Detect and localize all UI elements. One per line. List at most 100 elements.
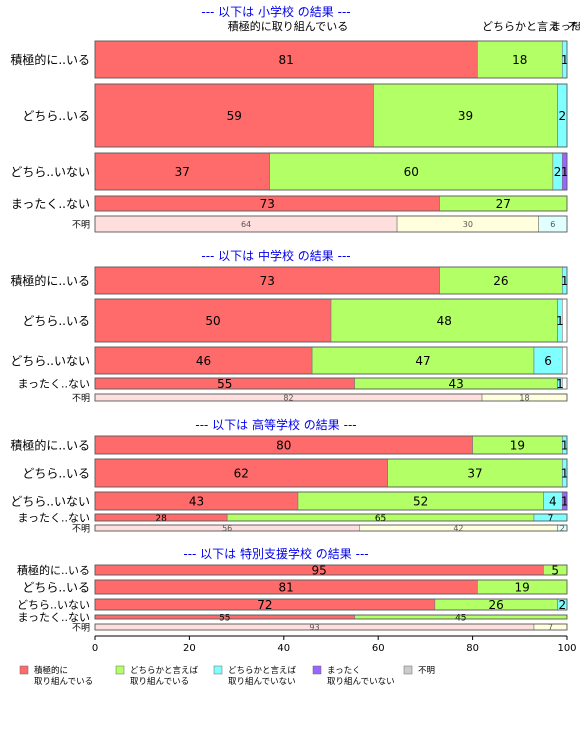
data-label: 27 bbox=[496, 197, 511, 211]
data-label: 50 bbox=[205, 314, 220, 328]
data-label: 80 bbox=[276, 439, 291, 453]
data-label: 55 bbox=[219, 613, 230, 623]
legend-label: 取り組んでいる bbox=[130, 676, 189, 687]
bar-frame bbox=[94, 40, 568, 79]
data-label: 7 bbox=[548, 514, 554, 524]
x-tick-label: 80 bbox=[466, 643, 479, 654]
bar-frame bbox=[94, 513, 568, 522]
data-label: 93 bbox=[309, 623, 319, 632]
bar-segment bbox=[94, 83, 374, 148]
header-label: 不明 bbox=[568, 21, 580, 33]
data-label: 6 bbox=[544, 354, 552, 368]
bar-frame bbox=[94, 614, 568, 620]
category-label: まったく..ない bbox=[17, 611, 90, 624]
data-label: 43 bbox=[448, 377, 463, 391]
data-label: 18 bbox=[512, 53, 527, 67]
category-label: どちら..いる bbox=[22, 109, 90, 123]
category-label: まったく..ない bbox=[17, 512, 90, 525]
category-label: どちら..いない bbox=[10, 165, 90, 179]
data-label: 81 bbox=[279, 53, 294, 67]
data-label: 7 bbox=[548, 623, 553, 632]
data-label: 4 bbox=[549, 495, 557, 509]
data-label: 1 bbox=[556, 314, 564, 328]
bar-frame bbox=[94, 623, 568, 631]
data-label: 81 bbox=[279, 581, 294, 595]
data-label: 64 bbox=[241, 220, 251, 229]
bar-frame bbox=[94, 266, 568, 295]
category-label: どちら..いる bbox=[22, 314, 90, 328]
legend-label: 不明 bbox=[418, 666, 435, 676]
x-tick-label: 40 bbox=[277, 643, 290, 654]
bar-frame bbox=[94, 435, 568, 455]
data-label: 2 bbox=[554, 165, 562, 179]
category-label: どちら..いない bbox=[10, 495, 90, 509]
data-label: 1 bbox=[561, 467, 569, 481]
data-label: 45 bbox=[455, 613, 466, 623]
data-label: 73 bbox=[260, 197, 275, 211]
data-label: 82 bbox=[283, 394, 293, 403]
data-label: 55 bbox=[217, 377, 232, 391]
x-tick-label: 20 bbox=[183, 643, 196, 654]
legend-label: まったく bbox=[327, 666, 361, 676]
category-label: 不明 bbox=[72, 622, 90, 633]
bar-segment bbox=[94, 346, 313, 375]
category-label: 積極的に..いる bbox=[17, 563, 90, 577]
data-label: 2 bbox=[558, 109, 566, 123]
data-label: 1 bbox=[556, 377, 564, 391]
category-label: 不明 bbox=[72, 219, 90, 230]
data-label: 30 bbox=[463, 220, 473, 229]
data-label: 52 bbox=[413, 495, 428, 509]
category-label: どちら..いる bbox=[22, 467, 90, 481]
legend-label: 取り組んでいる bbox=[34, 676, 93, 687]
data-label: 73 bbox=[260, 274, 275, 288]
data-label: 28 bbox=[155, 514, 167, 524]
bar-frame bbox=[94, 298, 568, 343]
data-label: 1 bbox=[561, 439, 569, 453]
data-label: 72 bbox=[257, 598, 272, 612]
category-label: 積極的に..いる bbox=[10, 52, 90, 67]
bar-frame bbox=[94, 524, 568, 532]
category-label: 積極的に..いる bbox=[10, 438, 90, 453]
data-label: 48 bbox=[437, 314, 452, 328]
data-label: 2 bbox=[560, 524, 565, 533]
data-label: 65 bbox=[375, 514, 386, 524]
data-label: 42 bbox=[453, 524, 463, 533]
bar-frame bbox=[94, 598, 568, 611]
x-tick-label: 100 bbox=[557, 643, 576, 654]
bar-frame bbox=[94, 195, 568, 212]
data-label: 5 bbox=[551, 564, 559, 578]
legend-label: どちらかと言えば bbox=[228, 665, 297, 676]
data-label: 19 bbox=[510, 439, 525, 453]
bar-frame bbox=[94, 83, 568, 148]
category-label: 積極的に..いる bbox=[10, 273, 90, 288]
bar-frame bbox=[94, 152, 568, 191]
bar-frame bbox=[94, 491, 568, 511]
legend-label: 取り組んでいない bbox=[228, 676, 296, 687]
legend-swatch bbox=[403, 665, 413, 675]
data-label: 6 bbox=[550, 220, 555, 229]
x-tick-label: 60 bbox=[372, 643, 385, 654]
bar-frame bbox=[94, 458, 568, 488]
category-label: まったく..ない bbox=[11, 197, 90, 211]
bar-frame bbox=[94, 564, 568, 576]
data-label: 2 bbox=[558, 598, 566, 612]
data-label: 95 bbox=[312, 564, 327, 578]
data-label: 43 bbox=[189, 495, 204, 509]
header-label: 積極的に取り組んでいる bbox=[228, 19, 348, 33]
bar-segment bbox=[94, 298, 332, 343]
data-label: 46 bbox=[196, 354, 211, 368]
x-tick-label: 0 bbox=[92, 643, 98, 654]
legend-swatch bbox=[115, 665, 125, 675]
category-label: 不明 bbox=[72, 393, 90, 404]
category-label: どちら..いる bbox=[22, 581, 90, 595]
legend-swatch bbox=[19, 665, 29, 675]
data-label: 37 bbox=[175, 165, 190, 179]
bar-frame bbox=[94, 215, 568, 233]
data-label: 37 bbox=[467, 467, 482, 481]
header-label: まったく bbox=[551, 21, 580, 33]
panel-title: --- 以下は 中学校 の結果 --- bbox=[201, 248, 350, 263]
data-label: 60 bbox=[404, 165, 419, 179]
panel-title: --- 以下は 小学校 の結果 --- bbox=[201, 4, 350, 19]
legend-swatch bbox=[213, 665, 223, 675]
